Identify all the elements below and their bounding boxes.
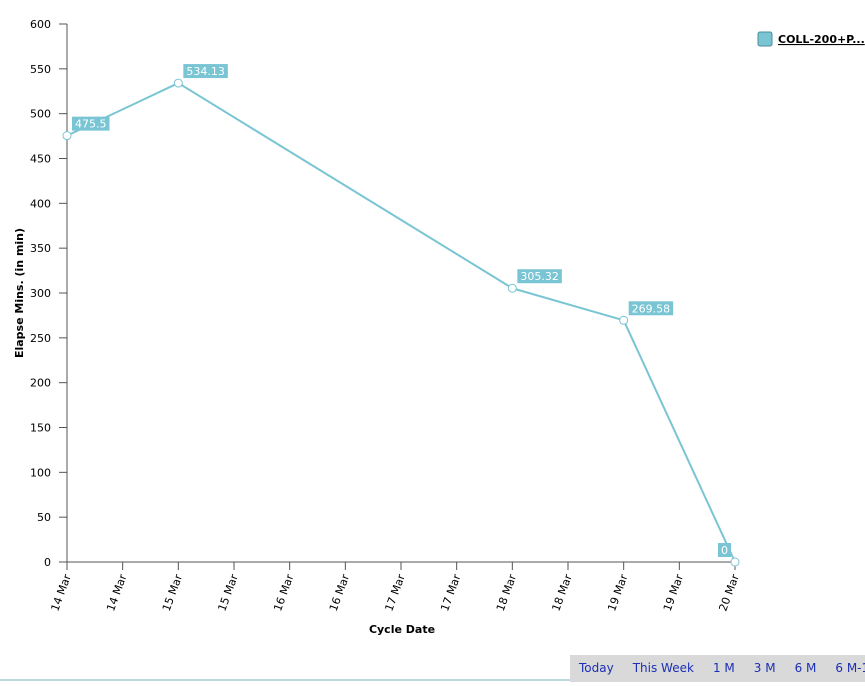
point — [730, 557, 740, 567]
x-tick-label: 19 Mar — [605, 572, 630, 613]
value-label-bg — [72, 116, 110, 131]
y-tick-label: 400 — [30, 197, 51, 210]
x-tick-label: 15 Mar — [216, 572, 241, 613]
x-tick-label: 15 Mar — [160, 572, 185, 613]
y-tick-label: 300 — [30, 287, 51, 300]
y-tick-label: 150 — [30, 422, 51, 435]
y-axis-title: Elapse Mins. (in min) — [13, 228, 26, 358]
point — [62, 131, 72, 141]
value-label: 269.58 — [632, 302, 671, 315]
y-tick-label: 200 — [30, 377, 51, 390]
value-label-bg — [718, 543, 731, 557]
point — [507, 283, 517, 293]
x-tick-label: 19 Mar — [661, 572, 686, 613]
y-tick-label: 450 — [30, 153, 51, 166]
value-label: 534.13 — [186, 65, 225, 78]
value-label: 475.5 — [75, 118, 107, 131]
legend-label[interactable]: COLL-200+P... — [778, 33, 865, 46]
y-tick-label: 350 — [30, 242, 51, 255]
x-tick-label: 17 Mar — [383, 572, 408, 613]
range-button[interactable]: 1 M — [713, 661, 735, 675]
y-tick-label: 250 — [30, 332, 51, 345]
y-tick-label: 100 — [30, 466, 51, 479]
y-tick-label: 550 — [30, 63, 51, 76]
point — [173, 78, 183, 88]
x-tick-label: 17 Mar — [438, 572, 463, 613]
x-tick-label: 16 Mar — [271, 572, 296, 613]
value-label-bg — [517, 269, 562, 284]
series-line — [177, 82, 513, 290]
range-button[interactable]: Today — [578, 661, 614, 675]
range-button[interactable]: 6 M — [795, 661, 817, 675]
value-label: 0 — [721, 544, 728, 557]
x-tick-label: 20 Mar — [717, 572, 742, 613]
y-tick-label: 50 — [37, 511, 51, 524]
point — [619, 315, 629, 325]
range-button[interactable]: 6 M-1 — [835, 661, 865, 675]
range-button[interactable]: 3 M — [754, 661, 776, 675]
range-button[interactable]: This Week — [632, 661, 694, 675]
x-axis-title: Cycle Date — [369, 623, 435, 636]
x-tick-label: 16 Mar — [327, 572, 352, 613]
x-tick-label: 18 Mar — [494, 572, 519, 613]
series-line — [512, 287, 624, 322]
range-bar — [570, 655, 865, 682]
series-line — [622, 319, 736, 563]
legend-swatch — [757, 31, 773, 47]
x-tick-label: 14 Mar — [49, 572, 74, 613]
y-tick-label: 0 — [44, 556, 51, 569]
value-label-bg — [628, 301, 674, 316]
x-tick-label: 14 Mar — [104, 572, 129, 613]
value-label-bg — [183, 64, 228, 79]
y-tick-label: 600 — [30, 18, 51, 31]
y-tick-label: 500 — [30, 108, 51, 121]
value-label: 305.32 — [520, 270, 559, 283]
x-tick-label: 18 Mar — [550, 572, 575, 613]
